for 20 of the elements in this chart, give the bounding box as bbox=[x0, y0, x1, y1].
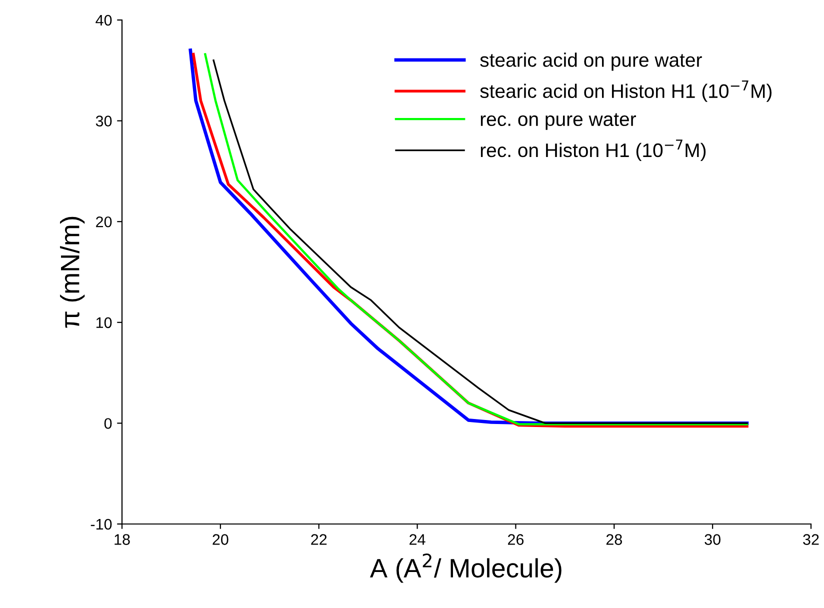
y-tick-label: 30 bbox=[96, 116, 112, 126]
legend-label: rec. on Histon H1 (10$^{−7}$M) bbox=[480, 140, 706, 162]
legend-label: rec. on pure water bbox=[480, 113, 636, 130]
y-tick-label: 20 bbox=[96, 216, 112, 228]
x-tick-label: 22 bbox=[311, 534, 327, 545]
y-tick-label: 40 bbox=[96, 14, 112, 26]
x-tick-label: 28 bbox=[606, 534, 622, 545]
y-tick-label: -10 bbox=[90, 518, 112, 530]
legend-label: stearic acid on Histon H1 (10$^{−7}$M) bbox=[480, 80, 772, 102]
x-axis-title: A (A$^{2}$/ Molecule) bbox=[370, 554, 562, 583]
x-tick-label: 24 bbox=[410, 534, 426, 545]
x-tick-label: 30 bbox=[704, 534, 720, 545]
x-tick-label: 26 bbox=[508, 534, 524, 545]
y-axis-title: π (mN/m) bbox=[60, 216, 85, 328]
y-tick-label: 0 bbox=[104, 418, 112, 429]
x-tick-label: 32 bbox=[803, 534, 819, 545]
x-tick-label: 18 bbox=[114, 534, 130, 545]
legend-label: stearic acid on pure water bbox=[480, 52, 702, 71]
y-tick-label: 10 bbox=[96, 317, 112, 328]
x-tick-label: 20 bbox=[212, 534, 228, 545]
